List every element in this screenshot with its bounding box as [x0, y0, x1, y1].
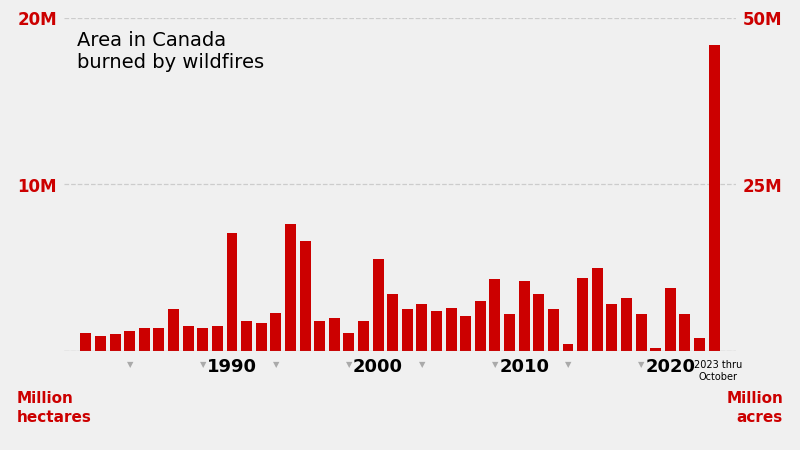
Text: ▼: ▼ — [492, 360, 498, 369]
Bar — [665, 288, 676, 351]
Bar — [329, 318, 340, 351]
Bar — [139, 328, 150, 351]
Bar — [270, 313, 282, 351]
Bar — [256, 323, 266, 351]
Bar — [110, 334, 121, 351]
Bar — [635, 315, 646, 351]
Bar — [124, 331, 135, 351]
Bar — [679, 315, 690, 351]
Bar — [504, 315, 515, 351]
Text: ▼: ▼ — [638, 360, 644, 369]
Bar — [490, 279, 501, 351]
Bar — [226, 233, 238, 351]
Bar — [373, 259, 383, 351]
Text: ▼: ▼ — [418, 360, 425, 369]
Text: ▼: ▼ — [273, 360, 279, 369]
Bar — [518, 281, 530, 351]
Bar — [446, 308, 457, 351]
Bar — [694, 338, 705, 351]
Text: ▼: ▼ — [126, 360, 133, 369]
Text: Million
acres: Million acres — [726, 391, 783, 424]
Bar — [402, 310, 413, 351]
Bar — [154, 328, 165, 351]
Bar — [460, 316, 471, 351]
Bar — [387, 294, 398, 351]
Bar — [417, 304, 427, 351]
Bar — [548, 310, 559, 351]
Bar — [650, 348, 661, 351]
Bar — [241, 321, 252, 351]
Text: ▼: ▼ — [346, 360, 352, 369]
Text: ▼: ▼ — [199, 360, 206, 369]
Text: 2023 thru
October: 2023 thru October — [694, 360, 742, 382]
Bar — [431, 311, 442, 351]
Text: Million
hectares: Million hectares — [17, 391, 92, 424]
Text: ▼: ▼ — [565, 360, 571, 369]
Bar — [285, 225, 296, 351]
Bar — [606, 304, 618, 351]
Bar — [314, 321, 325, 351]
Bar — [212, 326, 223, 351]
Bar — [168, 310, 179, 351]
Bar — [81, 333, 91, 351]
Bar — [709, 45, 719, 351]
Bar — [358, 321, 369, 351]
Bar — [562, 344, 574, 351]
Bar — [343, 333, 354, 351]
Bar — [182, 326, 194, 351]
Bar — [198, 328, 208, 351]
Bar — [621, 298, 632, 351]
Bar — [95, 336, 106, 351]
Bar — [577, 278, 588, 351]
Text: Area in Canada
burned by wildfires: Area in Canada burned by wildfires — [78, 32, 265, 72]
Bar — [534, 294, 544, 351]
Bar — [299, 241, 310, 351]
Bar — [475, 301, 486, 351]
Bar — [592, 268, 602, 351]
